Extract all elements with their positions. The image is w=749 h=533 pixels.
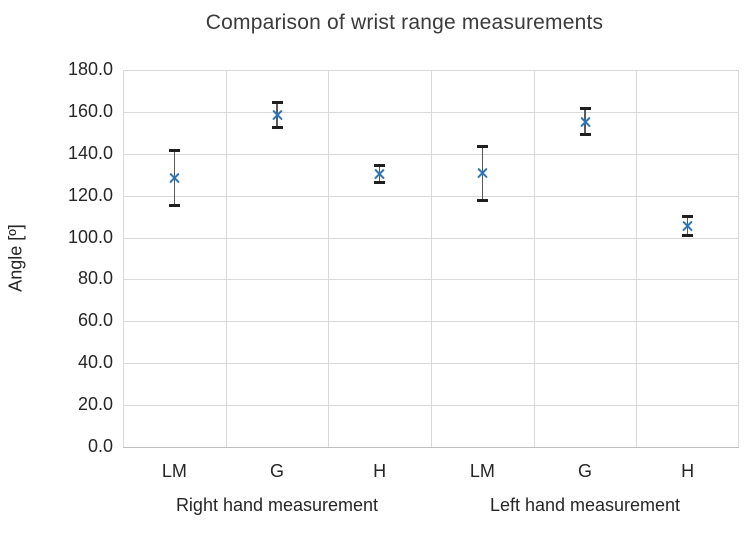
x-tick-label: LM bbox=[161, 461, 187, 481]
error-bar-cap bbox=[682, 233, 694, 237]
y-tick-label: 140.0 bbox=[67, 142, 113, 163]
y-tick-label: 40.0 bbox=[77, 352, 113, 373]
error-bar-cap bbox=[476, 199, 488, 203]
error-bar-cap bbox=[271, 100, 283, 104]
error-bar-cap bbox=[271, 126, 283, 130]
data-point-marker bbox=[168, 171, 181, 184]
plot-area bbox=[123, 70, 739, 448]
x-tick-label: G bbox=[269, 461, 284, 481]
x-tick-label: H bbox=[681, 461, 695, 481]
error-bar-cap bbox=[476, 144, 488, 148]
error-bar-cap bbox=[168, 203, 180, 207]
y-tick-label: 0.0 bbox=[87, 436, 113, 456]
y-tick-label: 100.0 bbox=[67, 226, 113, 247]
gridline-vertical bbox=[328, 70, 330, 447]
y-tick-label: 120.0 bbox=[67, 184, 113, 205]
error-bar-cap bbox=[682, 215, 694, 219]
error-bar-cap bbox=[579, 133, 591, 137]
error-bar-cap bbox=[374, 163, 386, 167]
y-tick-label: 60.0 bbox=[77, 310, 113, 331]
x-axis-group-label: Right hand measurement bbox=[175, 495, 379, 515]
x-tick-label: H bbox=[373, 461, 387, 481]
data-point-marker bbox=[271, 109, 284, 122]
gridline-vertical bbox=[431, 70, 432, 447]
y-tick-label: 180.0 bbox=[67, 59, 113, 79]
data-point-marker bbox=[476, 166, 489, 179]
gridline-vertical bbox=[225, 70, 227, 447]
error-bar-cap bbox=[579, 107, 591, 111]
gridline-vertical bbox=[636, 70, 638, 447]
gridline-vertical bbox=[738, 70, 739, 447]
error-bar-cap bbox=[168, 149, 180, 153]
x-tick-label: G bbox=[577, 461, 592, 481]
y-tick-label: 160.0 bbox=[67, 100, 113, 121]
chart-title: Comparison of wrist range measurements bbox=[205, 11, 604, 34]
data-point-marker bbox=[681, 220, 694, 233]
y-tick-label: 80.0 bbox=[77, 268, 113, 289]
y-axis-title: Angle [º] bbox=[5, 224, 26, 292]
data-point-marker bbox=[579, 116, 592, 129]
data-point-marker bbox=[373, 167, 386, 180]
gridline-vertical bbox=[533, 70, 535, 447]
y-tick-label: 20.0 bbox=[77, 394, 113, 415]
x-tick-label: LM bbox=[469, 461, 495, 481]
x-axis-group-label: Left hand measurement bbox=[489, 495, 681, 515]
gridline-vertical bbox=[123, 70, 124, 447]
error-bar-cap bbox=[374, 180, 386, 184]
x-axis-line bbox=[123, 447, 739, 448]
